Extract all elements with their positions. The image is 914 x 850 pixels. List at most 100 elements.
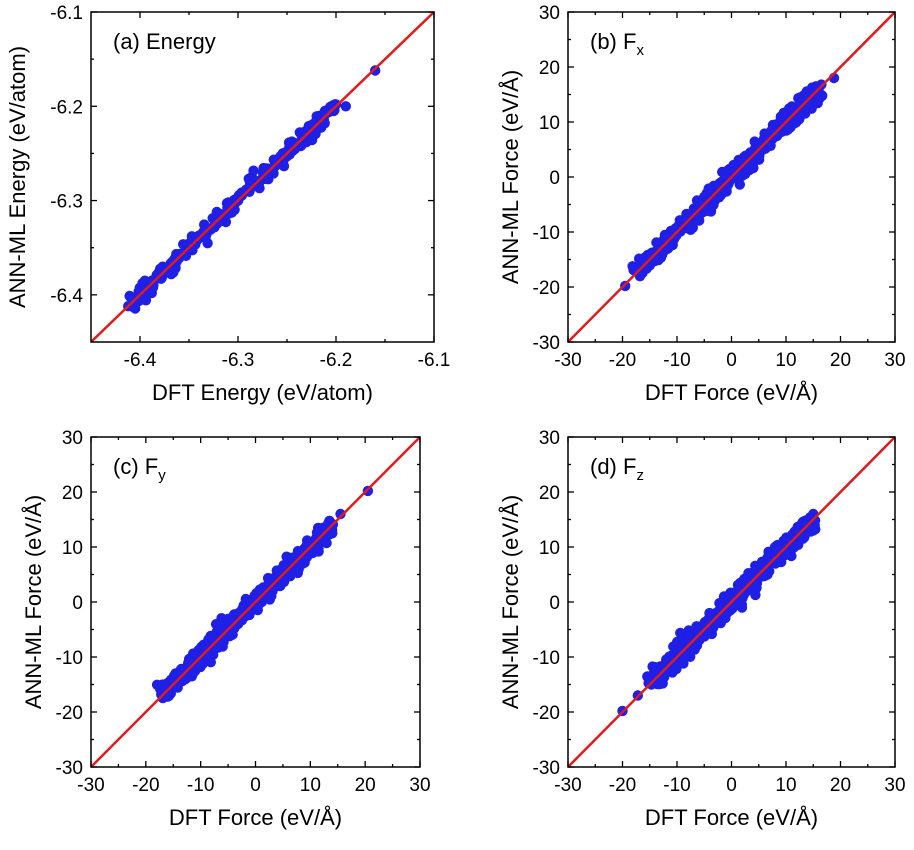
x-tick-label: -20	[609, 775, 636, 796]
diagonal-line	[568, 437, 895, 767]
y-tick-label: -20	[533, 278, 560, 299]
y-axis-label: ANN-ML Energy (eV/atom)	[5, 46, 30, 308]
y-tick-label: -20	[56, 703, 83, 724]
scatter-point	[717, 166, 728, 178]
y-tick-label: 30	[62, 428, 83, 449]
scatter-point	[327, 528, 338, 539]
scatter-point	[201, 647, 213, 659]
panel-2: -30 -20 -10 0 10 20 30 -30 -20 -10 0 10 20 30 DFT Forc…	[498, 3, 906, 405]
y-tick-label: -30	[533, 758, 560, 779]
x-tick-label: 0	[726, 350, 737, 371]
x-tick-label: -6.1	[418, 350, 451, 371]
scatter-point	[765, 140, 776, 151]
x-axis-label: DFT Energy (eV/atom)	[152, 380, 373, 405]
y-tick-label: -20	[533, 703, 560, 724]
scatter-point	[708, 199, 719, 211]
x-tick-label: -20	[132, 775, 159, 796]
scatter-point	[257, 173, 268, 185]
scatter-point	[775, 544, 786, 556]
scatter-point	[736, 595, 747, 606]
x-tick-label: -10	[187, 775, 214, 796]
scatter-point	[125, 291, 136, 302]
diagonal-line	[568, 12, 895, 342]
panel-4: -30 -20 -10 0 10 20 30 -30 -20 -10 0 10 20 30 DFT Forc…	[498, 428, 906, 830]
x-tick-label: -30	[77, 775, 104, 796]
x-axis-label: DFT Force (eV/Å)	[645, 805, 818, 830]
x-tick-label: -30	[554, 775, 581, 796]
x-tick-label: 20	[355, 775, 376, 796]
scatter-point	[211, 206, 222, 218]
x-tick-label: -30	[554, 350, 581, 371]
panel-label: (b) Fx	[590, 29, 644, 59]
y-tick-label: -30	[56, 758, 83, 779]
scatter-point	[340, 101, 351, 112]
y-tick-label: -10	[533, 648, 560, 669]
scatter-point	[306, 134, 318, 146]
scatter-point	[168, 267, 179, 278]
x-tick-label: 20	[830, 775, 851, 796]
scatter-point	[313, 546, 324, 557]
y-tick-label: -10	[533, 223, 560, 244]
scatter-point	[278, 560, 289, 571]
x-tick-label: -6.3	[222, 350, 255, 371]
scatter-point	[791, 103, 802, 115]
panel-label: (c) Fy	[113, 454, 166, 484]
x-tick-label: 0	[726, 775, 737, 796]
y-tick-label: -10	[56, 648, 83, 669]
panel-3: -30 -20 -10 0 10 20 30 -30 -20 -10 0 10 20 30 DFT Forc…	[21, 428, 431, 830]
diagonal-line	[91, 437, 420, 767]
scatter-point	[330, 99, 342, 110]
scatter-point	[704, 607, 715, 619]
panel-1: -6.4 -6.3 -6.2 -6.1 -6.4 -6.3 -6.2 -6.1 DFT Ener…	[5, 3, 450, 405]
scatter-point	[231, 194, 242, 205]
scatter-point	[703, 183, 714, 194]
scatter-point	[808, 525, 819, 536]
x-tick-label: 30	[409, 775, 430, 796]
scatter-point	[778, 535, 789, 546]
scatter-point	[248, 165, 259, 176]
x-tick-label: -6.2	[320, 350, 353, 371]
scatter-point	[772, 127, 783, 138]
scatter-point	[794, 92, 806, 103]
plot-frame	[90, 11, 435, 343]
y-tick-label: 0	[549, 168, 560, 189]
y-tick-label: -6.4	[50, 286, 83, 307]
scatter-point	[262, 572, 274, 584]
scatter-point	[370, 65, 381, 76]
y-tick-label: 10	[539, 538, 560, 559]
scatter-point	[749, 136, 760, 147]
y-tick-label: 20	[539, 483, 560, 504]
scatter-point	[139, 275, 151, 286]
y-tick-label: -6.1	[50, 3, 83, 24]
scatter-point	[246, 179, 257, 191]
y-tick-label: 10	[539, 113, 560, 134]
scatter-point	[666, 655, 677, 666]
scatter-point	[311, 533, 322, 544]
diagonal-line	[91, 12, 434, 342]
x-tick-label: 10	[300, 775, 321, 796]
scatter-point	[251, 588, 262, 599]
y-tick-label: 10	[62, 538, 83, 559]
x-axis-label: DFT Force (eV/Å)	[169, 805, 342, 830]
y-tick-label: 30	[539, 3, 560, 24]
panel-label: (a) Energy	[113, 29, 216, 54]
x-tick-label: -6.4	[124, 350, 157, 371]
scatter-point	[296, 131, 308, 142]
x-tick-label: -20	[609, 350, 636, 371]
scatter-point	[258, 162, 269, 174]
scatter-point	[202, 238, 213, 249]
scatter-cloud	[620, 72, 840, 292]
y-tick-label: 20	[539, 58, 560, 79]
scatter-point	[689, 644, 700, 655]
y-tick-label: 20	[62, 483, 83, 504]
x-tick-label: -10	[663, 775, 690, 796]
scatter-point	[671, 224, 682, 236]
y-tick-label: -6.3	[50, 192, 83, 213]
scatter-point	[747, 577, 759, 589]
scatter-point	[146, 287, 157, 299]
scatter-point	[740, 168, 751, 180]
y-tick-label: 0	[72, 593, 83, 614]
scatter-point	[320, 536, 331, 548]
y-axis-label: ANN-ML Force (eV/Å)	[498, 495, 523, 709]
